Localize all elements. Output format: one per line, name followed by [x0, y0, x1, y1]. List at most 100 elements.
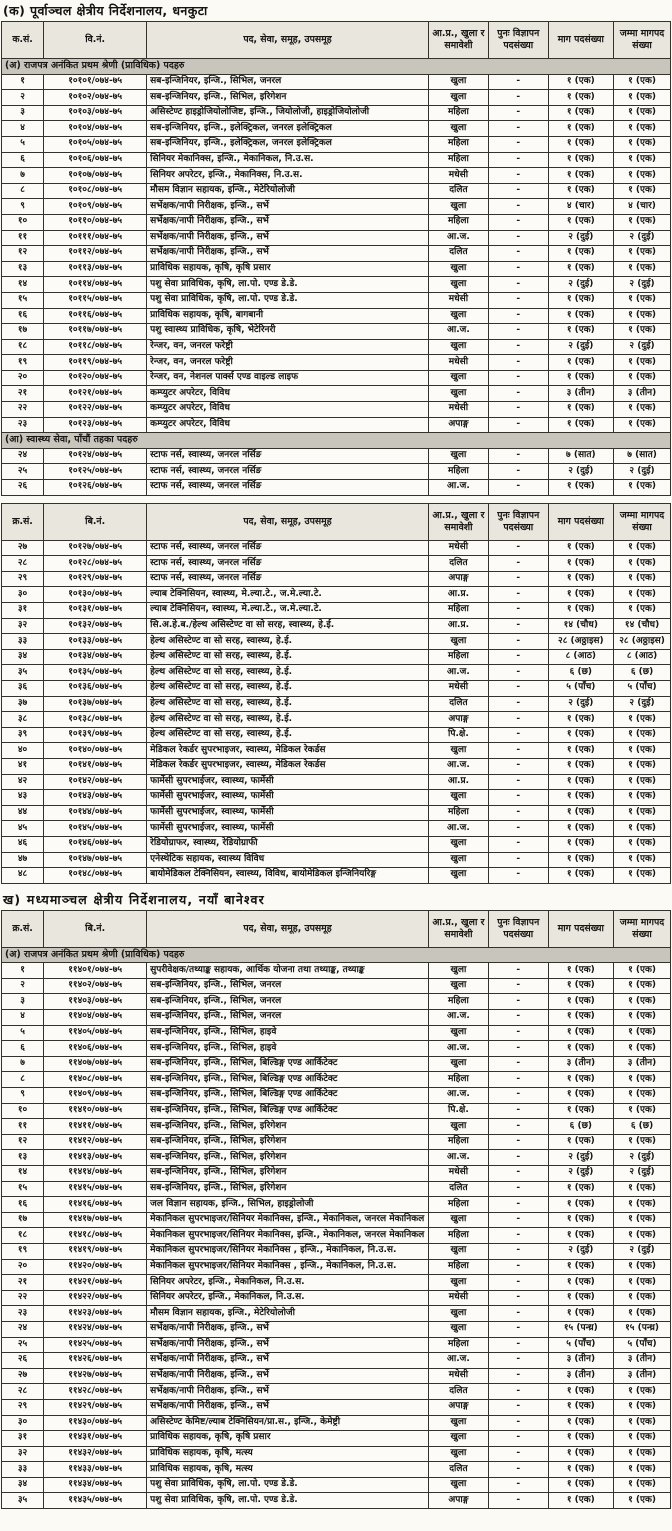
table-row: ६ ११४०६/०७४-७५ सब-इन्जिनियर, इन्जि., सिभिल…	[0, 1040, 671, 1057]
column-header: माग पदसंख्या	[547, 502, 615, 541]
demand-count-cell: १ (एक)	[547, 245, 615, 262]
serial-cell: २	[0, 89, 45, 106]
category-cell: खुला	[427, 369, 490, 387]
post-cell: मेकानिकल सुपरभाइजर/सिनियर मेकानिक्स , इन…	[146, 1258, 429, 1276]
advert-number-cell: ११४१७/०७४-७५	[43, 1211, 148, 1229]
category-cell: आ.ज.	[427, 1352, 490, 1369]
advert-number-cell: ११४११/०७४-७५	[43, 1118, 148, 1135]
demand-count-cell: १ (एक)	[547, 135, 615, 153]
readvert-count-cell: -	[488, 1102, 549, 1120]
advert-number-cell: १०११२/०७४-७५	[43, 245, 148, 262]
post-cell: सब-इन्जिनियर, इन्जि., सिभिल, बिल्डिङ्ग ए…	[146, 1087, 429, 1104]
advert-number-cell: ११४३०/०७४-७५	[43, 1414, 148, 1432]
column-header: पद, सेवा, समूह, उपसमूह	[146, 502, 429, 541]
readvert-count-cell: -	[488, 993, 549, 1011]
category-cell: अपाङ्ग	[427, 416, 490, 434]
table-row: ५ १०१०५/०७४-७५ सब-इन्जिनियर, इन्जि., इलेक्…	[0, 135, 671, 153]
serial-cell: २५	[0, 1336, 45, 1354]
demand-count-cell: १ (एक)	[547, 1430, 615, 1447]
demand-count-cell: २ (दुई)	[547, 1149, 615, 1166]
category-cell: आ.प्र.	[427, 617, 490, 635]
category-cell: अपाङ्ग	[427, 711, 490, 728]
total-count-cell: १ (एक)	[613, 1071, 671, 1089]
category-cell: अपाङ्ग	[427, 1492, 490, 1510]
category-cell: खुला	[427, 1274, 490, 1291]
column-header: जम्मा मागपद संख्या	[613, 502, 671, 541]
post-cell: सब-इन्जिनियर, इन्जि., सिभिल, इरिगेशन	[146, 1118, 429, 1135]
category-cell: खुला	[427, 1211, 490, 1229]
demand-count-cell: १ (एक)	[547, 1009, 615, 1026]
post-cell: पशु सेवा प्राविधिक, कृषि, ला.पो. एण्ड डे…	[146, 1476, 429, 1494]
readvert-count-cell: -	[488, 617, 549, 635]
demand-count-cell: १ (एक)	[547, 711, 615, 728]
readvert-count-cell: -	[488, 664, 549, 681]
serial-cell: ४८	[0, 867, 45, 884]
category-cell: खुला	[427, 276, 490, 293]
total-count-cell: ७ (सात)	[613, 447, 671, 465]
serial-cell: ३१	[0, 602, 45, 619]
post-cell: रेन्जर, वन, जनरल फरेष्ट्री	[146, 338, 429, 356]
advert-number-cell: १०११९/०७४-७५	[43, 354, 148, 371]
readvert-count-cell: -	[488, 1492, 549, 1510]
readvert-count-cell: -	[488, 977, 549, 995]
table-row: १७ १०११७/०७४-७५ पशु स्वास्थ्य प्राविधिक, क…	[0, 323, 671, 340]
advert-number-cell: १०१२५/०७४-७५	[43, 463, 148, 481]
readvert-count-cell: -	[488, 354, 549, 371]
category-cell: महिला	[427, 213, 490, 231]
table-row: ३३ ११४३३/०७४-७५ प्राविधिक सहायक, कृषि, मत्…	[0, 1461, 671, 1478]
advert-number-cell: १०११५/०७४-७५	[43, 291, 148, 309]
header-row: क्र.सं. बि.नं. पद, सेवा, समूह, उपसमूह आ.प्र…	[0, 909, 671, 948]
demand-count-cell: १ (एक)	[547, 742, 615, 759]
serial-cell: ७	[0, 167, 45, 184]
readvert-count-cell: -	[488, 401, 549, 418]
table-row: २१ १०१२१/०७४-७५ कम्प्युटर अपरेटर, विविध खुल…	[0, 385, 671, 403]
readvert-count-cell: -	[488, 820, 549, 837]
readvert-count-cell: -	[488, 276, 549, 293]
category-cell: खुला	[427, 120, 490, 137]
readvert-count-cell: -	[488, 89, 549, 106]
category-cell: दलित	[427, 245, 490, 262]
table-row: ४२ १०१४२/०७४-७५ फार्मेसी सुपरभाईजर, स्वास्…	[0, 773, 671, 791]
readvert-count-cell: -	[488, 648, 549, 666]
total-count-cell: २ (दुई)	[613, 1165, 671, 1182]
serial-cell: ३४	[0, 648, 45, 666]
post-cell: प्राविधिक सहायक, कृषि, मत्स्य	[146, 1445, 429, 1463]
demand-count-cell: १ (एक)	[547, 260, 615, 278]
total-count-cell: ६ (छ)	[613, 664, 671, 681]
demand-count-cell: १ (एक)	[547, 773, 615, 791]
section-label: (अ) राजपत्र अनंकित प्रथम श्रेणी (प्राविध…	[1, 58, 671, 75]
readvert-count-cell: -	[488, 711, 549, 728]
category-cell: आ.प्र.	[427, 586, 490, 603]
readvert-count-cell: -	[488, 789, 549, 806]
serial-cell: ३३	[0, 633, 45, 650]
readvert-count-cell: -	[488, 1242, 549, 1260]
category-cell: आ.ज.	[427, 229, 490, 247]
readvert-count-cell: -	[488, 1227, 549, 1244]
advert-number-cell: १०१३३/०७४-७५	[43, 633, 148, 650]
demand-count-cell: १ (एक)	[547, 1289, 615, 1307]
total-count-cell: १ (एक)	[613, 851, 671, 869]
table-row: १७ ११४१७/०७४-७५ मेकानिकल सुपरभाइजर/सिनियर …	[0, 1211, 671, 1229]
demand-count-cell: १ (एक)	[547, 804, 615, 822]
demand-count-cell: १ (एक)	[547, 73, 615, 91]
category-cell: खुला	[427, 867, 490, 884]
column-header: पुनः विज्ञापन पदसंख्या	[488, 909, 549, 948]
vacancy-table-madhyamanchal: क्र.सं. बि.नं. पद, सेवा, समूह, उपसमूह आ.प्र…	[0, 909, 671, 1510]
total-count-cell: १ (एक)	[613, 1009, 671, 1026]
serial-cell: ४७	[0, 851, 45, 869]
demand-count-cell: १ (एक)	[547, 104, 615, 122]
advert-number-cell: १०१२०/०७४-७५	[43, 369, 148, 387]
demand-count-cell: १ (एक)	[547, 291, 615, 309]
total-count-cell: १ (एक)	[613, 1133, 671, 1151]
category-cell: आ.ज.	[427, 1087, 490, 1104]
total-count-cell: १ (एक)	[613, 602, 671, 619]
post-cell: रेडियोग्राफर, स्वास्थ्य, रेडियोग्राफी	[146, 835, 429, 853]
category-cell: महिला	[427, 1227, 490, 1244]
post-cell: सब-इन्जिनियर, इन्जि., सिभिल, बिल्डिङ्ग ए…	[146, 1102, 429, 1120]
post-cell: सिनियर अपरेटर, इन्जि., मेकानिकल, नि.उ.स.	[146, 1289, 429, 1307]
readvert-count-cell: -	[488, 104, 549, 122]
total-count-cell: ५ (पाँच)	[613, 1336, 671, 1354]
category-cell: खुला	[427, 633, 490, 650]
advert-number-cell: १०१३६/०७४-७५	[43, 679, 148, 697]
readvert-count-cell: -	[488, 1274, 549, 1291]
